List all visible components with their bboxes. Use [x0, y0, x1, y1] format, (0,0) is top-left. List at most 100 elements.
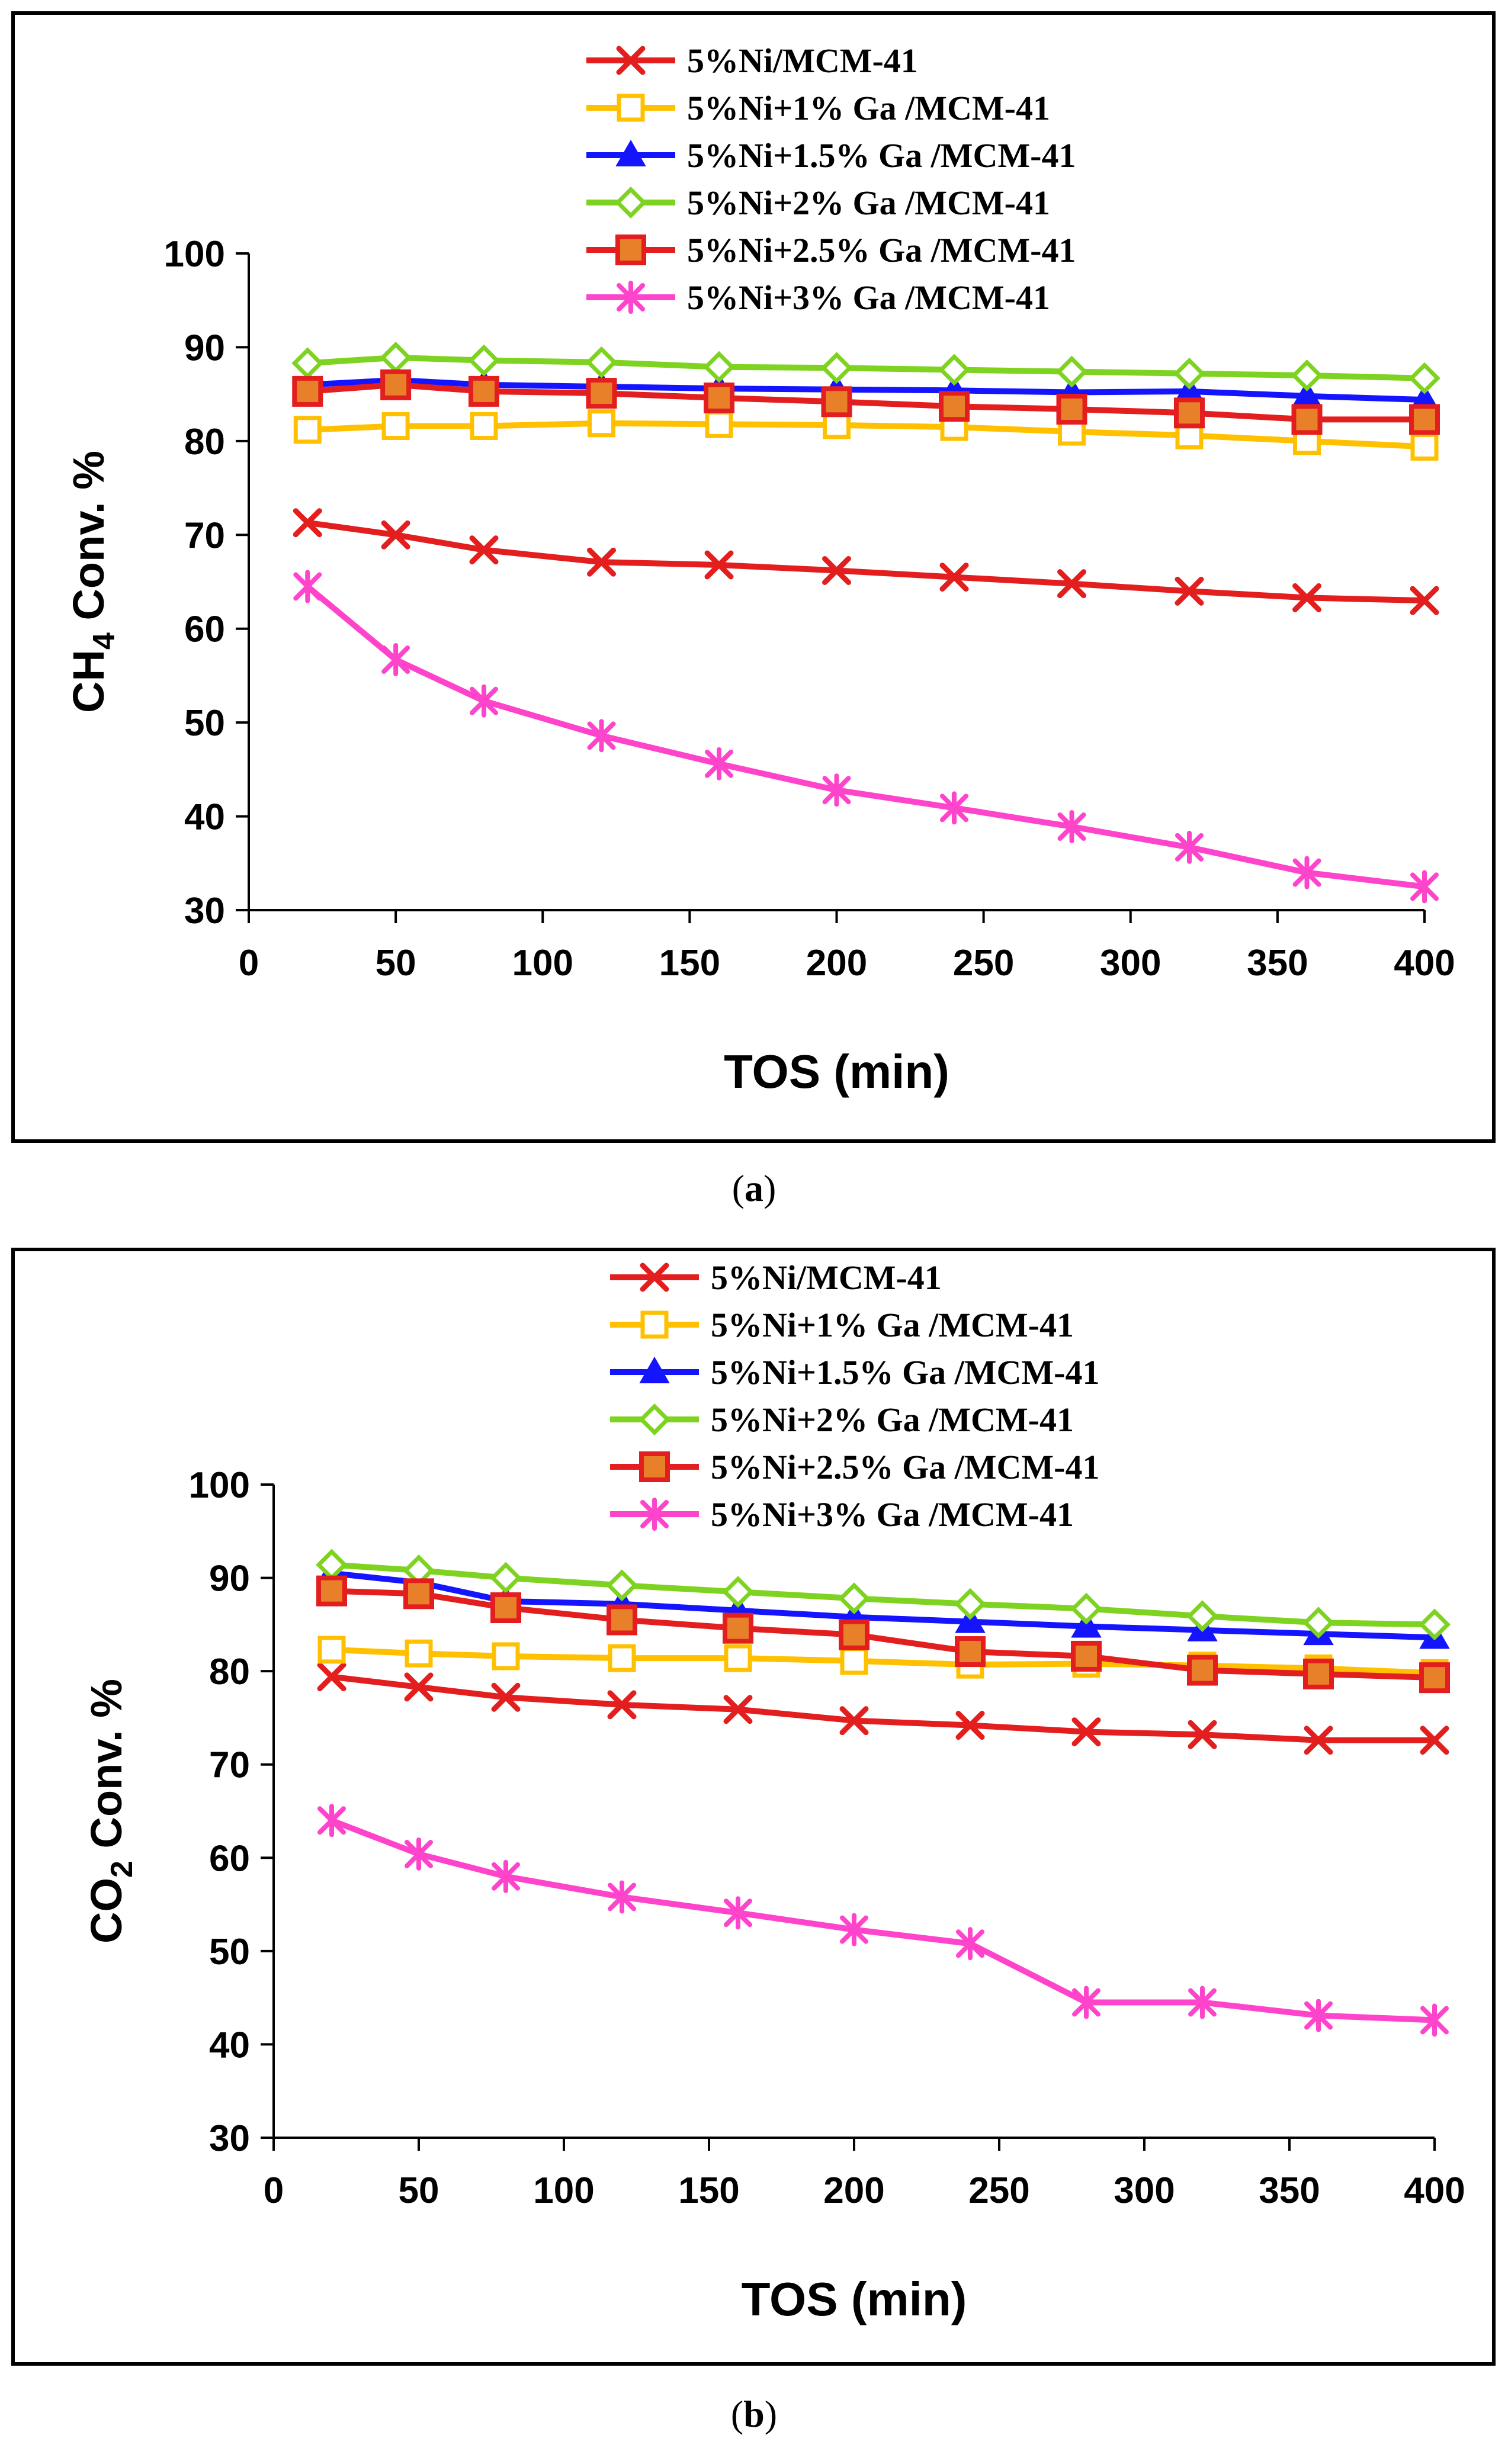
caption-b-close: ): [764, 2393, 778, 2435]
caption-b: (b): [0, 2392, 1508, 2436]
p0-y-tick-label: 30: [184, 891, 225, 931]
p1-series-5-point-shape: [1420, 2003, 1449, 2037]
p0-series-3-point: [703, 351, 735, 383]
p0-series-4-point: [469, 375, 499, 407]
p1-series-5-point: [840, 1913, 868, 1946]
p1-y-tick-label: 80: [209, 1652, 250, 1692]
p0-series-0-point-shape: [293, 508, 322, 538]
p1-series-3-point: [490, 1562, 522, 1594]
p0-series-4-point: [292, 375, 323, 407]
p0-series-1-point: [823, 411, 851, 439]
p1-y-tick-label: 100: [189, 1465, 250, 1506]
p1-series-3-point: [1419, 1608, 1451, 1641]
p1-series-0-point: [607, 1690, 637, 1720]
p1-series-4-point: [607, 1604, 637, 1636]
p1-series-1-point: [492, 1642, 520, 1670]
p0-series-5-point-shape: [705, 747, 733, 780]
p0-series-3-point: [820, 352, 853, 384]
p0-x-tick-label: 400: [1394, 943, 1455, 984]
p0-series-0-point-shape: [1175, 576, 1204, 606]
p0-y-tick-label: 90: [184, 327, 225, 368]
p1-series-5-point: [956, 1927, 984, 1961]
p0-series-5-point-shape: [470, 684, 498, 718]
p1-series-1-point: [608, 1644, 636, 1672]
p0-y-tick-label: 70: [184, 515, 225, 556]
p1-legend-4-swatch-marker: [639, 1451, 670, 1482]
p0-y-tick-label: 40: [184, 797, 225, 838]
p0-series-1-point: [588, 409, 615, 438]
p1-series-0-point: [404, 1672, 434, 1702]
p1-series-0-point-shape: [1420, 1726, 1449, 1755]
p0-x-tick-label: 350: [1247, 943, 1308, 984]
p1-series-5-point: [1072, 1986, 1100, 2019]
p0-series-5-point: [470, 684, 498, 718]
p1-series-5-point-shape: [724, 1896, 752, 1930]
chart-panel-a: 30 40 50 60 70 80 90 100 0 50 100 150 200 250 300 350 40…: [11, 11, 1496, 1143]
p0-series-4-point: [821, 386, 852, 417]
p1-y-axis-label-main: CO: [82, 1878, 131, 1943]
p0-series-0-point-shape: [939, 563, 969, 592]
p1-series-0-point-shape: [607, 1690, 637, 1720]
p1-series-0-point-shape: [955, 1711, 985, 1740]
p1-series-4-point: [1187, 1655, 1218, 1686]
p1-legend-0-swatch-marker-shape: [640, 1262, 669, 1292]
p1-series-5-point-shape: [492, 1859, 520, 1893]
p0-series-0-point: [1410, 586, 1439, 615]
p1-legend-0-label: 5%Ni/MCM-41: [711, 1258, 942, 1297]
p0-x-tick-label: 0: [239, 943, 259, 984]
p1-series-4-point: [490, 1592, 521, 1623]
p1-series-4-point: [955, 1636, 986, 1668]
p1-series-1-point: [405, 1639, 433, 1668]
p0-legend-5-swatch-marker: [617, 281, 645, 314]
p0-legend-0-label: 5%Ni/MCM-41: [687, 41, 918, 80]
p0-series-5-point-shape: [1410, 870, 1439, 904]
p0-series-0-point-shape: [822, 555, 851, 585]
p0-series-5-point-shape: [1057, 810, 1086, 843]
p0-x-tick-label: 100: [512, 943, 573, 984]
p0-legend-1-label: 5%Ni+1% Ga /MCM-41: [687, 89, 1050, 127]
p1-series-4-point: [723, 1612, 753, 1644]
p1-legend-3-swatch-marker: [639, 1403, 670, 1435]
p1-series-0-point: [1304, 1726, 1333, 1755]
p1-legend-5-swatch-marker-shape: [640, 1498, 669, 1531]
p0-x-tick-label: 200: [806, 943, 867, 984]
p0-series-5-point-shape: [381, 643, 410, 676]
p1-x-tick-label: 350: [1259, 2170, 1320, 2211]
p1-series-0-point: [1071, 1717, 1101, 1747]
p0-y-axis-label-rest: Conv. %: [64, 451, 113, 632]
p0-y-tick-label: 60: [184, 609, 225, 650]
p0-series-3-point: [1173, 357, 1205, 390]
p0-series-5-point: [705, 747, 733, 780]
p0-series-5-point-shape: [1292, 856, 1321, 889]
p1-series-0-point: [955, 1711, 985, 1740]
p1-series-4-point: [839, 1619, 869, 1650]
p1-series-5-point: [1188, 1986, 1217, 2019]
p1-series-3-point: [722, 1576, 754, 1608]
p1-series-4-point: [403, 1578, 434, 1610]
p0-series-1-point: [293, 416, 322, 444]
p1-legend-0-swatch-marker: [640, 1262, 669, 1292]
caption-a-close: ): [763, 1167, 777, 1209]
p1-series-5-point: [492, 1859, 520, 1893]
p1-y-tick-label: 40: [209, 2025, 250, 2065]
p0-series-3-point: [1291, 359, 1323, 391]
p0-series-0-point: [587, 547, 616, 577]
p1-series-3-point: [1186, 1600, 1218, 1633]
p1-y-tick-label: 60: [209, 1838, 250, 1879]
p0-x-tick-label: 50: [376, 943, 416, 984]
p0-series-1-point: [470, 412, 498, 441]
p0-series-0-point: [1175, 576, 1204, 606]
p0-series-1-point: [381, 412, 410, 441]
p1-y-axis-label-sub: 2: [105, 1861, 139, 1878]
p1-y-axis-label-rest: Conv. %: [82, 1679, 131, 1861]
p0-series-5-point-shape: [822, 773, 851, 807]
p0-series-0-point-shape: [1292, 583, 1321, 612]
p1-series-4-point: [1303, 1658, 1334, 1689]
p0-legend-2-swatch-marker: [615, 139, 646, 166]
p0-series-5-point: [940, 791, 968, 825]
p0-series-5-point: [1410, 870, 1439, 904]
p0-series-0-point: [704, 550, 734, 580]
p1-legend-4-label: 5%Ni+2.5% Ga /MCM-41: [711, 1448, 1099, 1486]
p1-legend-3-label: 5%Ni+2% Ga /MCM-41: [711, 1400, 1074, 1439]
p1-x-tick-label: 300: [1114, 2170, 1175, 2211]
